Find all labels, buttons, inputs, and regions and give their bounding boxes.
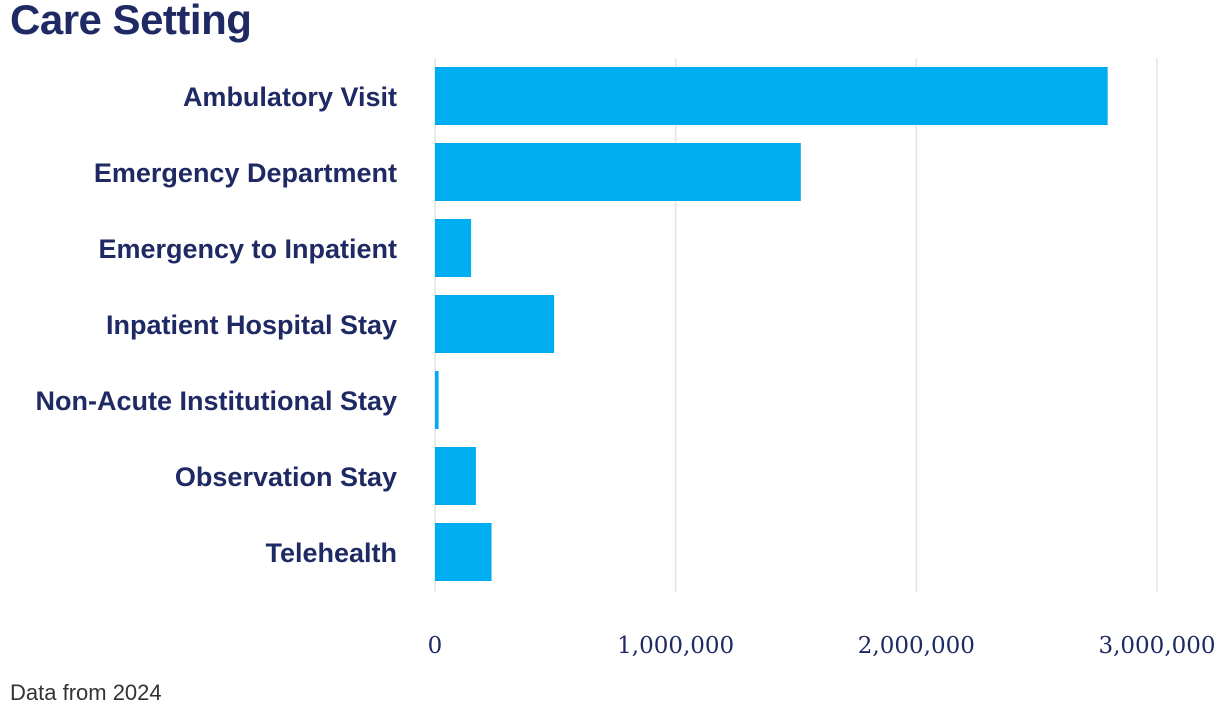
bar-chart: Ambulatory Visit Emergency Department Emer…	[35, 58, 1216, 659]
category-labels: Ambulatory Visit Emergency Department Emer…	[35, 82, 397, 568]
bar-non-acute-institutional-stay	[435, 371, 439, 429]
bar-telehealth	[435, 523, 492, 581]
bar-emergency-to-inpatient	[435, 219, 472, 277]
category-label: Observation Stay	[175, 462, 397, 492]
bars	[435, 67, 1108, 581]
x-tick-label: 0	[428, 633, 443, 659]
bar-observation-stay	[435, 447, 476, 505]
x-tick-label: 1,000,000	[617, 633, 734, 659]
category-label: Emergency to Inpatient	[98, 234, 397, 264]
chart-title: Care Setting	[10, 0, 252, 43]
x-axis-tick-labels: 0 1,000,000 2,000,000 3,000,000	[428, 633, 1216, 659]
bar-ambulatory-visit	[435, 67, 1108, 125]
x-tick-label: 2,000,000	[858, 633, 975, 659]
category-label: Non-Acute Institutional Stay	[35, 386, 397, 416]
category-label: Ambulatory Visit	[183, 82, 397, 112]
category-label: Inpatient Hospital Stay	[106, 310, 397, 340]
category-label: Emergency Department	[94, 158, 397, 188]
bar-emergency-department	[435, 143, 801, 201]
category-label: Telehealth	[265, 538, 397, 568]
bar-inpatient-hospital-stay	[435, 295, 555, 353]
x-tick-label: 3,000,000	[1098, 633, 1215, 659]
footnote: Data from 2024	[10, 680, 162, 705]
